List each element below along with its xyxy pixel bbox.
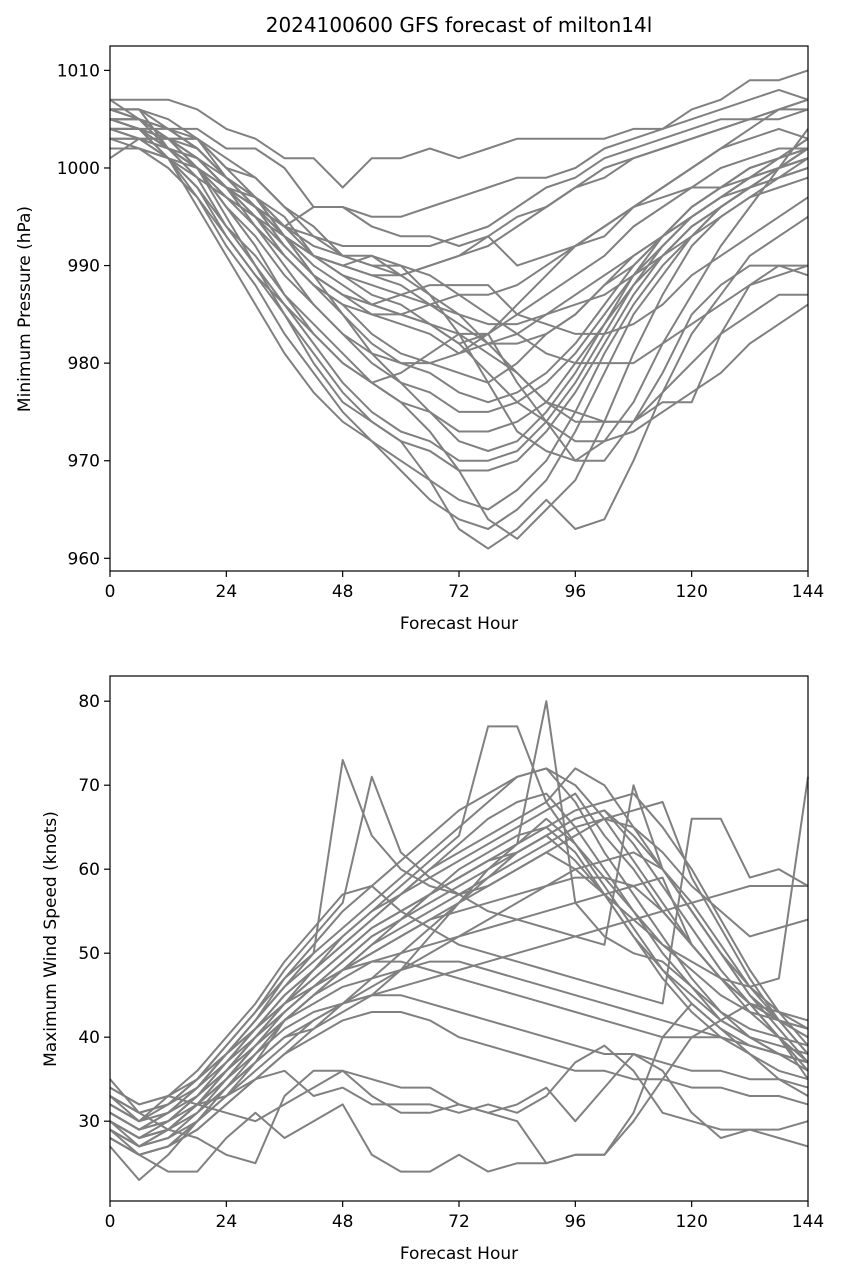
wind-series-line-28 xyxy=(109,801,809,1139)
pressure-series-line-16 xyxy=(109,108,809,550)
wind-chart: 0 24 48 72 96 120 144 30 40 50 60 70 80 Forecast Hou… xyxy=(41,675,824,1264)
wind-y-tick-label: 40 xyxy=(78,1028,100,1048)
pressure-x-tick-label: 48 xyxy=(332,582,354,602)
pressure-chart: 0 24 48 72 96 120 144 960 970 980 990 1000 1010 Fore… xyxy=(15,45,824,634)
wind-x-tick-label: 144 xyxy=(792,1212,824,1232)
wind-series-line-3 xyxy=(109,1053,809,1139)
pressure-y-tick-label: 1000 xyxy=(57,159,100,179)
pressure-y-tick-label: 970 xyxy=(68,452,100,472)
pressure-x-tick-label: 72 xyxy=(448,582,470,602)
pressure-x-tick-label: 120 xyxy=(675,582,707,602)
pressure-y-tick-label: 990 xyxy=(68,257,100,277)
wind-y-tick-label: 60 xyxy=(78,860,100,880)
wind-y-tick-label: 50 xyxy=(78,944,100,964)
wind-x-axis-label: Forecast Hour xyxy=(400,1244,518,1264)
wind-series-line-14 xyxy=(109,817,809,1106)
pressure-x-tick-label: 0 xyxy=(105,582,116,602)
wind-x-tick-label: 48 xyxy=(332,1212,354,1232)
wind-plot-frame xyxy=(109,675,809,1202)
pressure-plot-frame xyxy=(109,45,809,572)
pressure-series-line-15 xyxy=(109,137,809,540)
pressure-series-line-22 xyxy=(109,118,809,443)
wind-x-tick-label: 0 xyxy=(105,1212,116,1232)
wind-x-tick-label: 72 xyxy=(448,1212,470,1232)
wind-y-tick-label: 80 xyxy=(78,692,100,712)
wind-series-line-27 xyxy=(109,792,809,1106)
pressure-x-tick-label: 96 xyxy=(565,582,587,602)
pressure-y-tick-label: 980 xyxy=(68,354,100,374)
pressure-x-tick-label: 144 xyxy=(792,582,824,602)
wind-series-line-29 xyxy=(109,809,809,1156)
wind-series-line-26 xyxy=(109,809,809,1131)
wind-x-tick-label: 24 xyxy=(216,1212,238,1232)
wind-x-tick-label: 96 xyxy=(565,1212,587,1232)
pressure-series-line-30 xyxy=(110,127,809,462)
pressure-axis-ticks: 0 24 48 72 96 120 144 960 970 980 990 1000 1010 xyxy=(57,61,824,602)
pressure-series-line-29 xyxy=(109,137,809,365)
pressure-series-line-2 xyxy=(110,88,809,218)
wind-x-tick-label: 120 xyxy=(675,1212,707,1232)
pressure-y-axis-label: Minimum Pressure (hPa) xyxy=(15,206,35,412)
pressure-x-axis-label: Forecast Hour xyxy=(400,614,518,634)
pressure-series-line-1 xyxy=(110,69,809,189)
wind-series-line-30 xyxy=(109,876,809,1114)
pressure-x-tick-label: 24 xyxy=(216,582,238,602)
wind-series-line-25 xyxy=(109,851,809,1148)
wind-series-group xyxy=(109,700,809,1181)
pressure-series-line-21 xyxy=(109,108,808,423)
pressure-series-group xyxy=(109,69,809,550)
pressure-y-tick-label: 1010 xyxy=(57,61,100,81)
chart-title: 2024100600 GFS forecast of milton14l xyxy=(266,13,653,37)
pressure-y-tick-label: 960 xyxy=(68,549,100,569)
wind-y-tick-label: 30 xyxy=(78,1112,100,1132)
wind-axis-ticks: 0 24 48 72 96 120 144 30 40 50 60 70 80 xyxy=(78,692,824,1232)
wind-y-axis-label: Maximum Wind Speed (knots) xyxy=(41,811,61,1067)
wind-y-tick-label: 70 xyxy=(78,776,100,796)
pressure-series-line-25 xyxy=(110,108,809,452)
